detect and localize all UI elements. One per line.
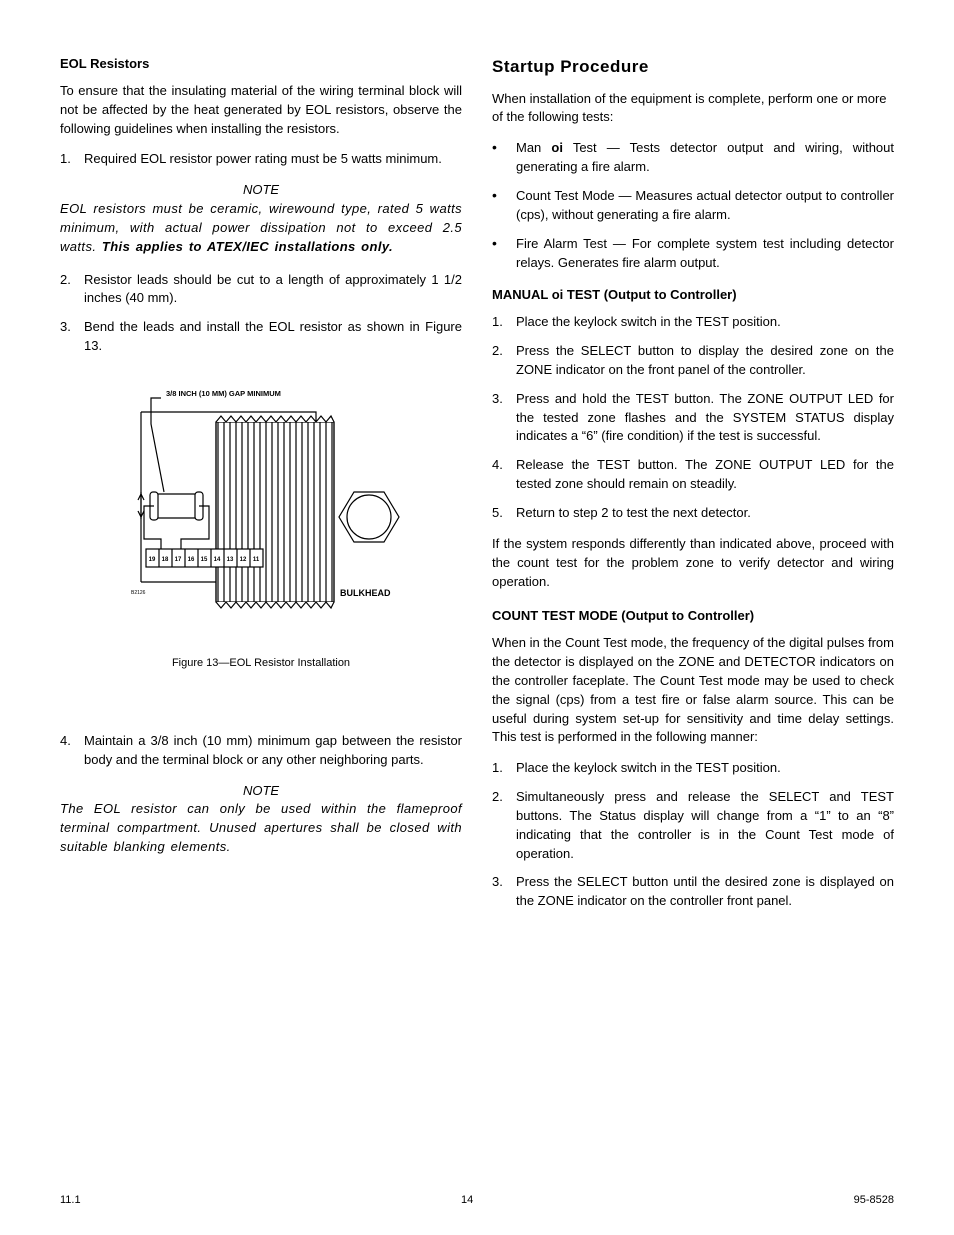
svg-text:15: 15 (201, 557, 208, 563)
left-column: EOL Resistors To ensure that the insulat… (60, 55, 462, 923)
m-li3: Press and hold the TEST button. The ZONE… (516, 390, 894, 447)
footer-doc-number: 95-8528 (854, 1193, 894, 1209)
figure-ref: B2126 (131, 590, 146, 596)
svg-text:17: 17 (175, 557, 182, 563)
m-li2: Press the SELECT button to display the d… (516, 342, 894, 380)
para-system-responds: If the system responds differently than … (492, 535, 894, 592)
bullet-fire-alarm-test: Fire Alarm Test — For complete system te… (516, 235, 894, 273)
li-bend-leads: Bend the leads and install the EOL resis… (84, 318, 462, 356)
list-num: 2. (492, 342, 516, 380)
list-num: 4. (492, 456, 516, 494)
m-li4: Release the TEST button. The ZONE OUTPUT… (516, 456, 894, 494)
list-num: 3. (492, 873, 516, 911)
bullet-man-oi-test: Man oi Test — Tests detector output and … (516, 139, 894, 177)
bullet-count-test: Count Test Mode — Measures actual detect… (516, 187, 894, 225)
heading-count-test-mode: COUNT TEST MODE (Output to Controller) (492, 607, 894, 626)
list-num: 3. (492, 390, 516, 447)
gap-label: 3/8 INCH (10 MM) GAP MINIMUM (166, 389, 281, 398)
para-eol-intro: To ensure that the insulating material o… (60, 82, 462, 139)
page-footer: 11.1 14 95-8528 (60, 1193, 894, 1209)
li-power-rating: Required EOL resistor power rating must … (84, 150, 462, 169)
c-li2: Simultaneously press and release the SEL… (516, 788, 894, 863)
footer-page-number: 14 (461, 1193, 473, 1209)
svg-text:12: 12 (240, 557, 247, 563)
heading-eol-resistors: EOL Resistors (60, 55, 462, 74)
li-maintain-gap: Maintain a 3/8 inch (10 mm) minimum gap … (84, 732, 462, 770)
bullet-icon: • (492, 139, 516, 177)
list-num: 1. (60, 150, 84, 169)
figure-caption: Figure 13—EOL Resistor Installation (60, 656, 462, 672)
note-heading: NOTE (60, 181, 462, 200)
para-startup-intro: When installation of the equipment is co… (492, 90, 894, 128)
list-num: 2. (492, 788, 516, 863)
heading-startup-procedure: Startup Procedure (492, 55, 894, 80)
bullet-icon: • (492, 235, 516, 273)
m-li1: Place the keylock switch in the TEST pos… (516, 313, 894, 332)
list-num: 1. (492, 759, 516, 778)
heading-manual-oi-test: MANUAL oi TEST (Output to Controller) (492, 286, 894, 305)
list-num: 4. (60, 732, 84, 770)
right-column: Startup Procedure When installation of t… (492, 55, 894, 923)
list-num: 2. (60, 271, 84, 309)
m-li5: Return to step 2 to test the next detect… (516, 504, 894, 523)
para-count-test-desc: When in the Count Test mode, the frequen… (492, 634, 894, 747)
eol-resistor-diagram: 3/8 INCH (10 MM) GAP MINIMUM (106, 384, 416, 644)
svg-text:19: 19 (149, 557, 156, 563)
svg-text:11: 11 (253, 557, 260, 563)
bulkhead-hatch (216, 422, 334, 602)
svg-text:13: 13 (227, 557, 234, 563)
li-resistor-leads: Resistor leads should be cut to a length… (84, 271, 462, 309)
bullet-icon: • (492, 187, 516, 225)
footer-version: 11.1 (60, 1193, 81, 1209)
svg-text:16: 16 (188, 557, 195, 563)
bulkhead-label: BULKHEAD (340, 588, 391, 598)
note-heading: NOTE (60, 782, 462, 801)
list-num: 5. (492, 504, 516, 523)
note-flameproof: The EOL resistor can only be used within… (60, 800, 462, 857)
svg-text:14: 14 (214, 557, 221, 563)
note-atex: EOL resistors must be ceramic, wirewound… (60, 200, 462, 257)
svg-text:18: 18 (162, 557, 169, 563)
c-li1: Place the keylock switch in the TEST pos… (516, 759, 894, 778)
c-li3: Press the SELECT button until the desire… (516, 873, 894, 911)
list-num: 1. (492, 313, 516, 332)
list-num: 3. (60, 318, 84, 356)
figure-13: 3/8 INCH (10 MM) GAP MINIMUM (60, 384, 462, 672)
